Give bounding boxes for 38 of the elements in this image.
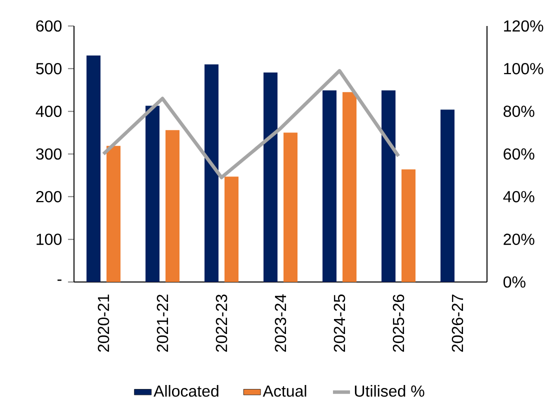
- bar: [284, 132, 298, 282]
- x-tick-label: 2020-21: [98, 294, 110, 352]
- x-tick-label: 2025-26: [392, 294, 404, 352]
- x-tick-label: 2023-24: [274, 294, 286, 352]
- bar: [264, 72, 278, 282]
- y2-tick-label: 80%: [504, 106, 534, 117]
- legend-label: Actual: [262, 385, 306, 397]
- bar: [224, 176, 238, 282]
- legend-label: Utilised %: [354, 385, 424, 397]
- bar: [204, 64, 218, 282]
- bar: [322, 90, 336, 282]
- y2-tick-label: 40%: [503, 191, 534, 202]
- y-tick-label: 200: [36, 191, 62, 202]
- bar: [342, 92, 357, 282]
- y2-tick-label: 100%: [504, 63, 544, 74]
- bar: [402, 169, 416, 282]
- y2-tick-label: 120%: [504, 20, 544, 32]
- y2-tick-label: 20%: [504, 234, 534, 245]
- x-tick-label: 2026-27: [452, 294, 464, 352]
- x-tick-label: 2021-22: [156, 294, 168, 352]
- bar: [146, 106, 160, 282]
- y-tick-label: 500: [36, 63, 62, 74]
- y2-tick-label: 60%: [504, 148, 534, 160]
- y-tick-label: -: [58, 280, 62, 281]
- bar: [440, 110, 455, 282]
- x-tick-label: 2022-23: [216, 294, 228, 352]
- y-tick-label: 400: [36, 106, 62, 117]
- y-tick-label: 600: [36, 20, 62, 32]
- x-tick-label: 2024-25: [334, 294, 346, 352]
- bar: [166, 130, 180, 282]
- bar: [86, 55, 100, 282]
- y2-tick-label: 0%: [503, 276, 526, 288]
- bar: [106, 146, 120, 282]
- line-series: [102, 69, 400, 180]
- legend-label: Allocated: [154, 385, 218, 397]
- y-tick-label: 300: [36, 148, 62, 160]
- y-tick-label: 100: [36, 234, 62, 245]
- bar: [382, 90, 396, 282]
